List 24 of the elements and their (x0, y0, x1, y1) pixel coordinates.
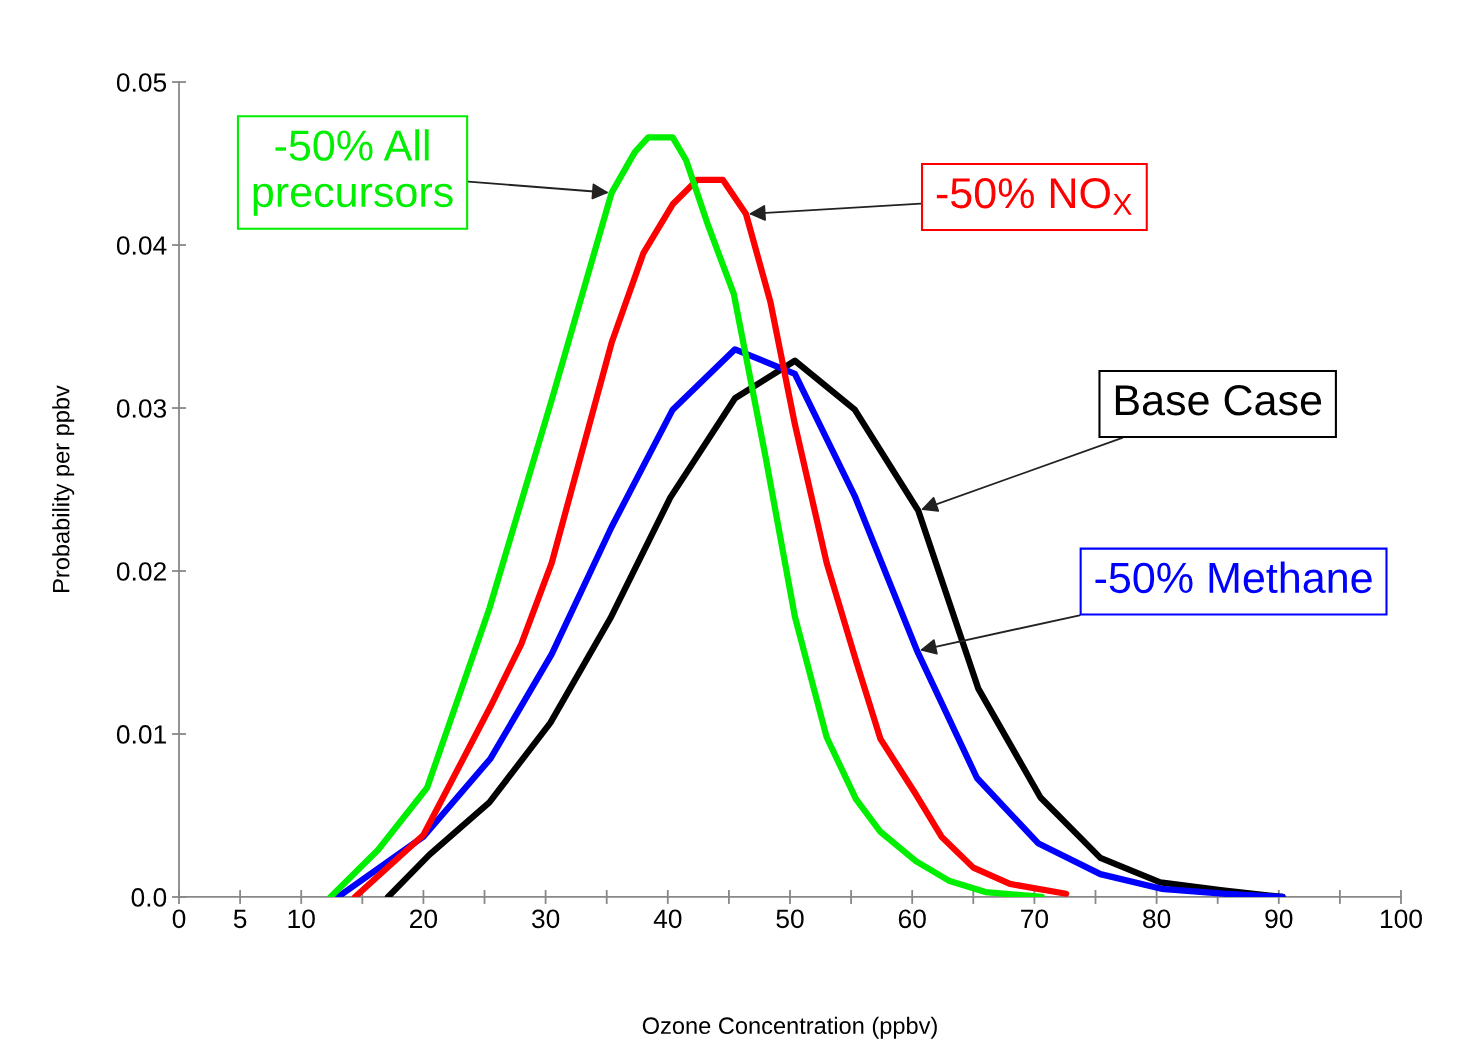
y-axis-title: Probability per ppbv (52, 385, 75, 592)
x-tick-label: 30 (531, 909, 560, 929)
y-tick-label: 0.05 (116, 73, 167, 92)
x-tick-label: 60 (898, 909, 926, 929)
x-tick-label: 40 (653, 909, 682, 929)
x-tick-label: 80 (1143, 909, 1171, 929)
x-tick-label: 20 (410, 909, 438, 929)
y-tick-label: 0.02 (116, 562, 166, 581)
text: -50% NO$_{X}$ (936, 177, 1132, 215)
y-tick-label: 0.03 (116, 399, 167, 418)
y-tick-label: 0.04 (116, 236, 167, 255)
x-tick-label: 90 (1265, 909, 1293, 929)
text: -50% Methane (1095, 561, 1372, 594)
x-tick-label: 0 (172, 909, 186, 929)
text: -50% All precursors (253, 129, 453, 216)
x-tick-label: 100 (1380, 909, 1422, 929)
y-tick-label: 0.01 (116, 725, 166, 744)
x-tick-label: 70 (1021, 909, 1049, 929)
x-tick-label: 50 (776, 909, 804, 929)
x-tick-label: 10 (288, 909, 315, 929)
text: Base Case (1115, 385, 1322, 416)
x-axis-title: Ozone Concentration (ppbv) (642, 1016, 937, 1039)
y-tick-label: 0.0 (131, 888, 167, 907)
x-tick-label: 5 (233, 909, 247, 929)
